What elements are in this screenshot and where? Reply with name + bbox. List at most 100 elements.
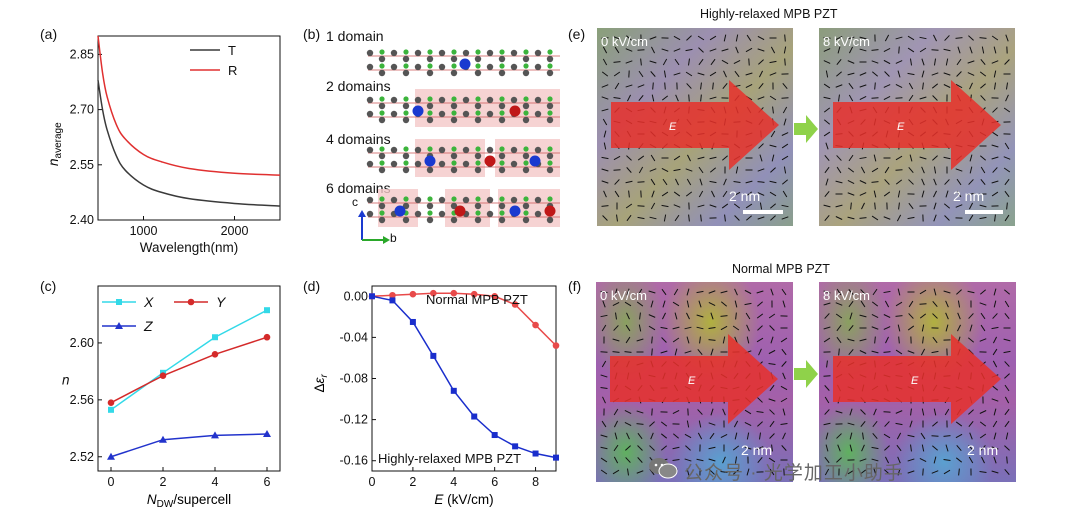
point-relaxed — [369, 293, 375, 300]
atom-pb — [510, 146, 518, 154]
dipole — [744, 302, 752, 306]
dipole — [710, 312, 714, 320]
dipole — [638, 324, 642, 332]
dipole — [696, 290, 704, 294]
dipole — [756, 446, 764, 450]
dipole — [981, 456, 985, 464]
atom-pb — [390, 146, 398, 154]
dipole — [782, 82, 788, 90]
dipole — [612, 301, 620, 307]
atom-pb — [390, 63, 398, 71]
dipole — [945, 312, 949, 320]
dipole — [746, 468, 750, 476]
dipole — [968, 214, 974, 222]
legend-marker-Y — [187, 298, 195, 306]
dipole — [883, 95, 891, 101]
dipole — [968, 313, 974, 319]
series-line-d-1 — [371, 295, 557, 459]
dipole — [756, 337, 764, 343]
atom-pb — [390, 196, 398, 204]
dipole — [686, 312, 690, 320]
dipole — [673, 168, 681, 172]
dipole — [652, 82, 654, 90]
atom-pb — [438, 196, 446, 204]
dipole — [907, 35, 915, 41]
dipole — [637, 84, 645, 88]
point-Z — [159, 435, 167, 443]
dipole — [722, 336, 726, 344]
dipole — [708, 302, 716, 306]
atom-pb — [378, 216, 386, 224]
dipole — [769, 420, 775, 428]
dipole — [909, 58, 913, 66]
dipole — [674, 58, 680, 66]
dipole — [626, 35, 632, 41]
dipole — [625, 457, 631, 463]
dipole — [780, 385, 788, 391]
dipole — [979, 471, 987, 473]
dipole — [945, 58, 949, 66]
dipole — [932, 301, 938, 307]
axis-c-label: c — [352, 195, 358, 209]
atom-pb — [450, 55, 458, 63]
axis-b-label: b — [390, 231, 397, 245]
dipole — [625, 203, 633, 209]
structure-row-1 — [366, 49, 560, 77]
legend-marker-Z — [115, 322, 123, 329]
atom-pb — [378, 166, 386, 174]
dipole — [672, 337, 680, 343]
atom-o — [403, 96, 409, 102]
dipole — [651, 336, 653, 344]
dipole — [919, 156, 927, 160]
dipole — [836, 324, 842, 332]
dipole — [637, 432, 643, 440]
arrow-label-e-0: E — [669, 121, 677, 133]
dipole — [688, 58, 690, 66]
atom-o — [475, 110, 481, 116]
panel-e-title: Highly-relaxed MPB PZT — [700, 7, 838, 21]
atom-pb — [534, 146, 542, 154]
dipole — [922, 82, 924, 90]
arrow-label-f-0: E — [688, 375, 696, 387]
atom-o — [403, 49, 409, 55]
dipole — [709, 156, 717, 160]
dipole — [672, 301, 680, 307]
atom-o — [403, 63, 409, 69]
dipole — [823, 60, 831, 64]
dipole — [823, 48, 831, 52]
dipole — [993, 82, 997, 90]
dipole — [859, 338, 867, 342]
dipole — [883, 191, 891, 197]
dipole — [745, 203, 753, 209]
point-Y — [107, 399, 115, 406]
atom-pb — [498, 102, 506, 110]
dipole — [848, 324, 854, 332]
dipole — [697, 204, 705, 208]
dipole — [662, 300, 666, 308]
dipole — [871, 350, 879, 354]
dipole — [860, 300, 866, 308]
dipole — [967, 290, 975, 294]
xtick-label-c: 4 — [212, 475, 219, 489]
dipole — [883, 351, 891, 353]
watermark-text: 公众号 · 光学加工小助手 — [684, 463, 904, 484]
dipole — [933, 408, 937, 416]
atom-o — [499, 146, 505, 152]
dipole — [884, 445, 890, 451]
dipole — [895, 349, 903, 355]
dipole — [663, 70, 667, 78]
dipole — [920, 348, 926, 356]
dipole — [756, 411, 764, 413]
dipole — [782, 106, 788, 114]
dipole — [895, 83, 903, 89]
dipole — [684, 350, 692, 354]
dipole — [603, 130, 607, 138]
ytick-label-a: 2.70 — [70, 103, 94, 117]
atom-pb — [474, 102, 482, 110]
dipole — [922, 468, 924, 476]
dipole — [849, 444, 853, 452]
atom-pb — [366, 210, 374, 218]
atom-pb — [402, 202, 410, 210]
dipole — [733, 203, 741, 209]
dipole — [734, 215, 740, 221]
